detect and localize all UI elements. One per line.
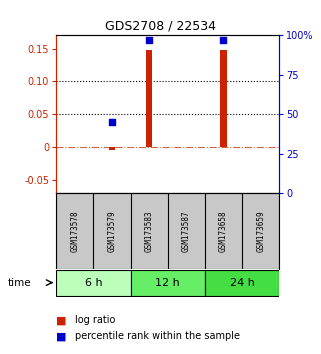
Bar (205, 270, 279, 296)
Bar (146, 50, 152, 147)
Text: GSM173659: GSM173659 (256, 210, 265, 252)
Bar (131, 270, 205, 296)
Text: GSM173658: GSM173658 (219, 210, 228, 252)
Text: GSM173579: GSM173579 (108, 210, 117, 252)
Bar (108, 147, 115, 150)
Point (221, 37, 226, 43)
Text: 12 h: 12 h (155, 278, 180, 288)
Text: GSM173583: GSM173583 (145, 210, 154, 252)
Text: 24 h: 24 h (230, 278, 255, 288)
Text: GDS2708 / 22534: GDS2708 / 22534 (105, 19, 216, 33)
Point (109, 119, 115, 125)
Text: GSM173587: GSM173587 (182, 210, 191, 252)
Point (147, 37, 152, 43)
Bar (56, 270, 131, 296)
Text: ■: ■ (56, 331, 67, 341)
Text: GSM173578: GSM173578 (70, 210, 79, 252)
Text: 6 h: 6 h (84, 278, 102, 288)
Text: percentile rank within the sample: percentile rank within the sample (75, 331, 240, 341)
Text: log ratio: log ratio (75, 315, 116, 325)
Bar (220, 50, 227, 147)
Text: ■: ■ (56, 315, 67, 325)
Text: time: time (8, 278, 32, 288)
